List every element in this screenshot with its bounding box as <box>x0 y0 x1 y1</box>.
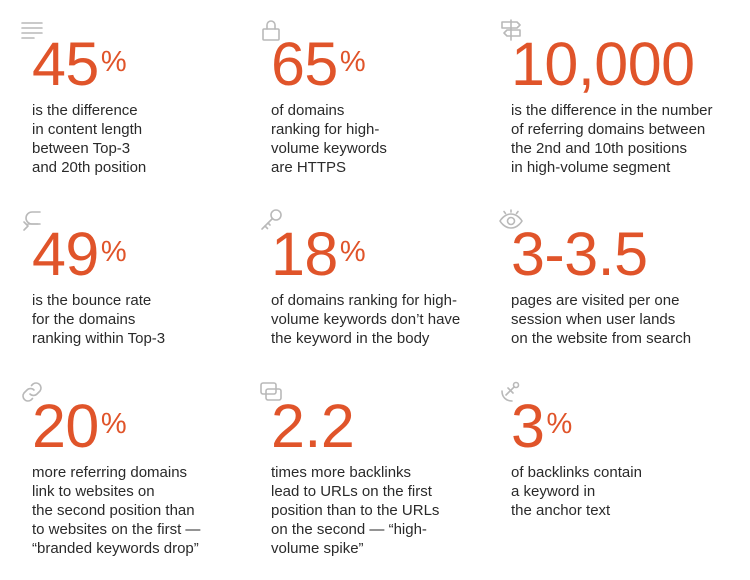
anchor-icon <box>499 380 523 404</box>
desc-line: pages are visited per one <box>511 292 680 309</box>
desc-line: is the difference in the number <box>511 102 713 119</box>
desc-line: on the website from search <box>511 330 692 347</box>
stat-value: 2.2 <box>271 392 355 460</box>
eye-icon <box>499 208 523 232</box>
text-lines-icon <box>20 18 44 42</box>
stat-value: 3% <box>511 392 572 460</box>
desc-line: of referring domains between <box>511 121 706 138</box>
desc-line: of backlinks contain <box>511 464 642 481</box>
stat-value: 49% <box>32 220 127 288</box>
desc-line: volume keywords <box>271 140 387 157</box>
desc-line: on the second — “high- <box>271 521 427 538</box>
stat-description: of domains ranking for high- volume keyw… <box>271 101 501 177</box>
desc-line: ranking within Top-3 <box>32 330 166 347</box>
desc-line: is the difference <box>32 102 138 119</box>
desc-line: of domains ranking for high- <box>271 292 457 309</box>
desc-line: between Top-3 <box>32 140 131 157</box>
copy-windows-icon <box>259 380 283 404</box>
desc-line: the anchor text <box>511 502 611 519</box>
stat-description: is the bounce rate for the domains ranki… <box>32 291 262 348</box>
stat-value: 65% <box>271 30 366 98</box>
desc-line: session when user lands <box>511 311 676 328</box>
desc-line: in content length <box>32 121 143 138</box>
desc-line: in high-volume segment <box>511 159 671 176</box>
stat-description: of domains ranking for high- volume keyw… <box>271 291 501 348</box>
desc-line: ranking for high- <box>271 121 380 138</box>
stat-description: more referring domains link to websites … <box>32 463 262 558</box>
desc-line: the keyword in the body <box>271 330 430 347</box>
stat-unit: % <box>100 46 127 78</box>
desc-line: is the bounce rate <box>32 292 152 309</box>
desc-line: position than to the URLs <box>271 502 440 519</box>
link-icon <box>20 380 44 404</box>
desc-line: times more backlinks <box>271 464 412 481</box>
lock-icon <box>259 18 283 42</box>
desc-line: of domains <box>271 102 345 119</box>
desc-line: the 2nd and 10th positions <box>511 140 687 157</box>
stat-value: 45% <box>32 30 127 98</box>
stat-value: 20% <box>32 392 127 460</box>
stat-unit: % <box>546 408 572 440</box>
desc-line: volume keywords don’t have <box>271 311 461 328</box>
stat-description: is the difference in content length betw… <box>32 101 262 177</box>
signpost-icon <box>499 18 523 42</box>
stat-unit: % <box>100 408 127 440</box>
stat-description: is the difference in the number of refer… <box>511 101 741 177</box>
desc-line: volume spike” <box>271 540 364 557</box>
stat-unit: % <box>339 46 366 78</box>
stat-unit: % <box>339 236 366 268</box>
desc-line: the second position than <box>32 502 195 519</box>
desc-line: more referring domains <box>32 464 188 481</box>
desc-line: a keyword in <box>511 483 596 500</box>
stat-value: 3-3.5 <box>511 220 648 288</box>
stat-description: times more backlinks lead to URLs on the… <box>271 463 501 558</box>
desc-line: are HTTPS <box>271 159 347 176</box>
key-icon <box>259 208 283 232</box>
desc-line: “branded keywords drop” <box>32 540 199 557</box>
stat-description: pages are visited per one session when u… <box>511 291 741 348</box>
stat-description: of backlinks contain a keyword in the an… <box>511 463 741 520</box>
desc-line: to websites on the first — <box>32 521 201 538</box>
desc-line: for the domains <box>32 311 136 328</box>
desc-line: and 20th position <box>32 159 147 176</box>
return-arrow-icon <box>20 208 44 232</box>
stat-unit: % <box>100 236 127 268</box>
desc-line: lead to URLs on the first <box>271 483 432 500</box>
stat-value: 10,000 <box>511 30 695 98</box>
desc-line: link to websites on <box>32 483 155 500</box>
stat-value: 18% <box>271 220 366 288</box>
